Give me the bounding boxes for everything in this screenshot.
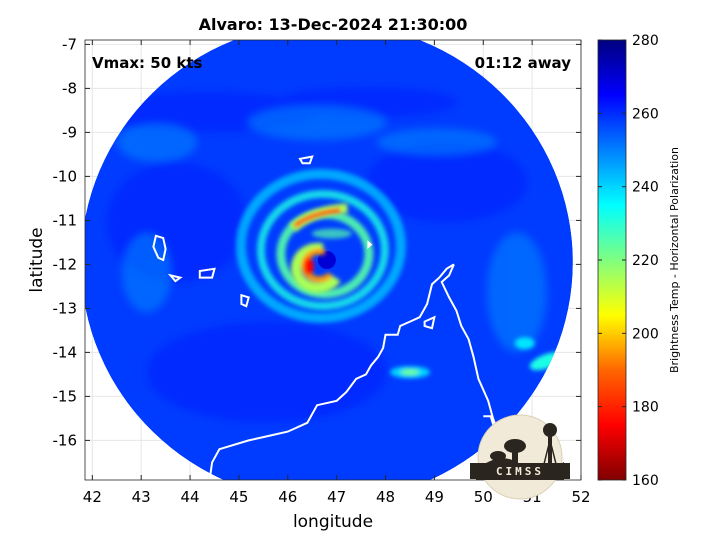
colorbar-tick-label: 160 — [632, 473, 659, 489]
y-tick-label: -9 — [62, 123, 77, 141]
colorbar-label: Brightness Temp - Horizontal Polarizatio… — [668, 147, 681, 373]
coastline-moheli — [167, 273, 183, 283]
colorbar: 160 180 200 220 240 260 280 Brightness Temp - … — [597, 33, 681, 489]
colorbar-tick-label: 180 — [632, 400, 659, 416]
cimss-logo-text: CIMSS — [496, 465, 544, 478]
y-tick-label: -15 — [53, 387, 78, 405]
x-axis-label: longitude — [293, 512, 373, 532]
cimss-logo: CIMSS — [470, 414, 570, 500]
coastline-madagascar-west — [208, 263, 455, 480]
coastline-anjouan — [198, 267, 216, 279]
colorbar-tick-label: 240 — [632, 180, 659, 196]
microwave-swath — [85, 40, 573, 480]
colorbar-tick-label: 220 — [632, 253, 659, 269]
colorbar-tick-label: 200 — [632, 326, 659, 342]
x-tick-label: 45 — [229, 488, 248, 506]
y-tick-label: -11 — [53, 211, 78, 229]
feature-eye — [317, 251, 336, 269]
y-tick-label: -8 — [62, 79, 77, 97]
x-tick-label: 47 — [327, 488, 346, 506]
vmax-annotation: Vmax: 50 kts — [92, 54, 202, 72]
colorbar-tick-label: 280 — [632, 33, 659, 49]
x-tick-label: 48 — [376, 488, 395, 506]
coastline-madagascar-east — [440, 264, 499, 432]
axes-frame — [84, 39, 582, 481]
chart-title: Alvaro: 13-Dec-2024 21:30:00 — [199, 15, 468, 34]
feature-eyewall-north-band — [289, 203, 348, 233]
storm-structure — [235, 169, 564, 379]
colorbar-ticks: 160 180 200 220 240 260 280 — [598, 33, 659, 489]
y-tick-label: -7 — [62, 35, 77, 53]
coastline-aldabra — [298, 155, 314, 165]
feature-eyewall-west — [290, 242, 341, 293]
colorbar-tick-label: 260 — [632, 106, 659, 122]
feature-convection-east — [389, 366, 430, 379]
x-tick-label: 43 — [132, 488, 151, 506]
y-axis-label: latitude — [27, 227, 47, 292]
colorbar-gradient — [597, 39, 627, 481]
coastline-nosy-be — [423, 315, 436, 330]
x-tick-label: 42 — [83, 488, 102, 506]
x-tick-label: 46 — [278, 488, 297, 506]
y-axis-ticks: -7 -8 -9 -10 -11 -12 -13 -14 -15 -16 — [53, 35, 581, 449]
y-tick-label: -12 — [53, 255, 78, 273]
y-tick-label: -14 — [53, 343, 78, 361]
time-away-annotation: 01:12 away — [475, 54, 572, 72]
feature-inner-band — [311, 228, 352, 239]
coastline-glorioso — [367, 240, 373, 250]
coastline-mayotte — [240, 293, 250, 308]
x-tick-label: 52 — [571, 488, 590, 506]
y-tick-label: -13 — [53, 299, 78, 317]
x-tick-label: 44 — [181, 488, 200, 506]
y-tick-label: -16 — [53, 431, 78, 449]
x-tick-label: 50 — [474, 488, 493, 506]
y-tick-label: -10 — [53, 167, 78, 185]
coastline-grande-comore — [152, 234, 167, 262]
x-tick-label: 49 — [425, 488, 444, 506]
